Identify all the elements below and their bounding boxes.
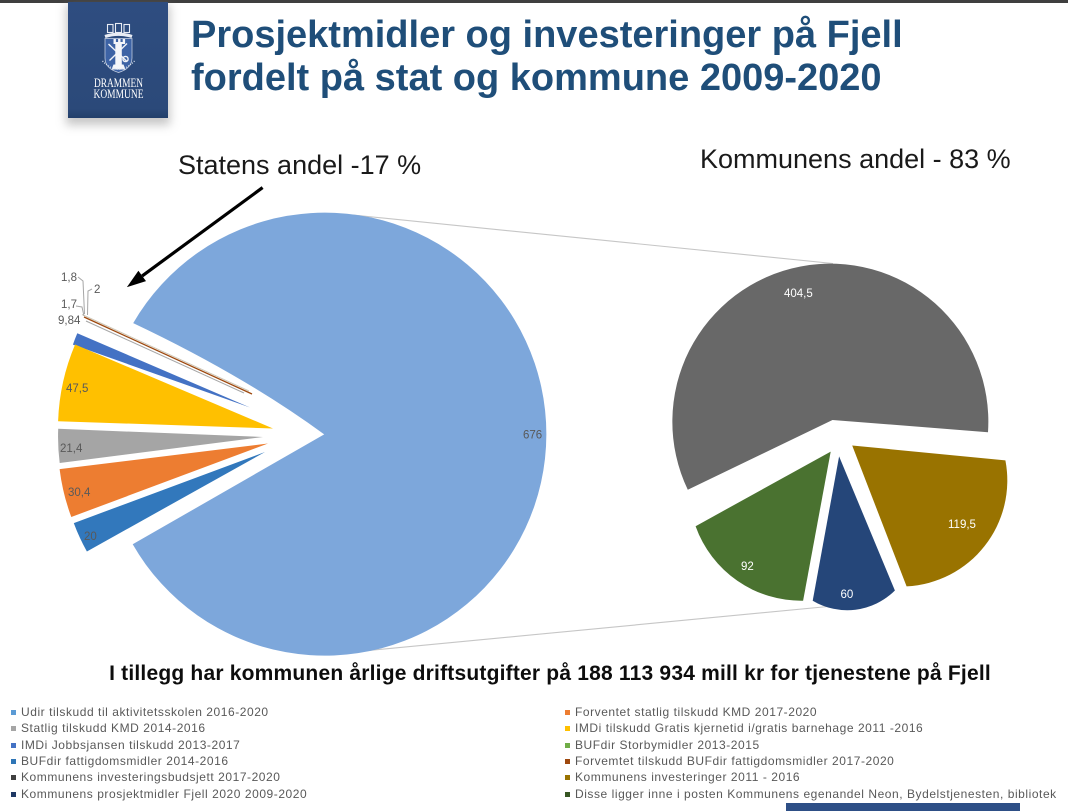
svg-text:47,5: 47,5	[66, 383, 88, 395]
svg-text:21,4: 21,4	[60, 443, 83, 455]
svg-text:1,8: 1,8	[61, 272, 77, 284]
svg-text:30,4: 30,4	[68, 487, 91, 499]
svg-text:1,7: 1,7	[61, 299, 77, 311]
svg-text:92: 92	[741, 561, 754, 573]
svg-text:DRAMMEN: DRAMMEN	[94, 76, 143, 90]
svg-text:KOMMUNE: KOMMUNE	[94, 87, 144, 101]
svg-text:119,5: 119,5	[948, 519, 976, 531]
svg-text:676: 676	[523, 430, 542, 442]
svg-text:2: 2	[94, 284, 100, 296]
svg-text:60: 60	[841, 589, 854, 601]
svg-text:20: 20	[84, 531, 97, 543]
svg-text:9,84: 9,84	[58, 315, 81, 327]
svg-text:404,5: 404,5	[784, 288, 813, 300]
